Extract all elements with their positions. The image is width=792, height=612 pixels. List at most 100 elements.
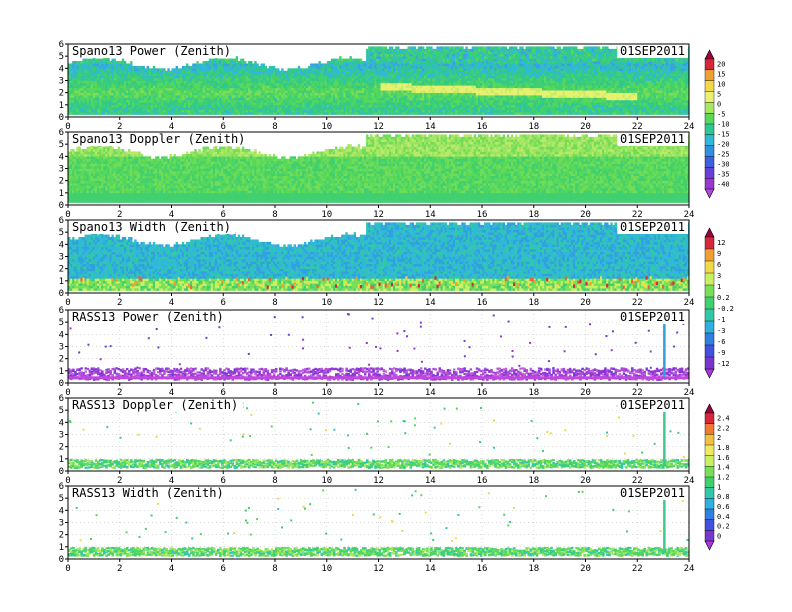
- heat-cell: [465, 82, 468, 86]
- heat-cell: [403, 68, 406, 72]
- heat-cell: [428, 82, 431, 86]
- heat-cell: [258, 90, 261, 93]
- heat-cell: [397, 90, 400, 93]
- heat-cell: [266, 90, 270, 93]
- heat-cell: [115, 63, 118, 67]
- heat-cell: [121, 68, 125, 72]
- heat-cell: [301, 78, 305, 81]
- heat-cell: [318, 90, 321, 93]
- heat-cell: [293, 78, 296, 81]
- heat-cell: [438, 99, 441, 103]
- heat-cell: [494, 112, 497, 115]
- heat-cell: [212, 109, 216, 113]
- heat-cell: [70, 68, 73, 72]
- heat-cell: [84, 90, 87, 93]
- heat-cell: [359, 90, 363, 93]
- heat-cell: [165, 107, 168, 110]
- heat-cell: [368, 56, 371, 59]
- heat-cell: [289, 82, 292, 86]
- heat-cell: [243, 65, 247, 69]
- heat-cell: [399, 102, 402, 106]
- heat-cell: [310, 97, 313, 101]
- heat-cell: [254, 73, 257, 76]
- heat-cell: [390, 107, 394, 110]
- heat-cell: [428, 97, 431, 101]
- heat-cell: [349, 73, 352, 76]
- heat-cell: [436, 109, 439, 113]
- heat-cell: [506, 109, 510, 113]
- heat-cell: [239, 70, 243, 74]
- heat-cell: [233, 78, 236, 81]
- heat-cell: [508, 85, 512, 89]
- heat-cell: [386, 90, 390, 93]
- heat-cell: [390, 75, 394, 79]
- heat-cell: [496, 112, 499, 115]
- heat-cell: [312, 80, 315, 84]
- heat-cell: [167, 97, 170, 101]
- heat-cell: [366, 109, 369, 113]
- heat-cell: [78, 99, 81, 103]
- heat-cell: [364, 75, 367, 79]
- heat-cell: [453, 61, 456, 64]
- heat-cell: [368, 46, 371, 50]
- heat-cell: [90, 65, 94, 69]
- heat-cell: [397, 87, 400, 91]
- heat-cell: [467, 107, 470, 110]
- heat-cell: [123, 104, 127, 108]
- heat-cell: [142, 109, 145, 113]
- heat-cell: [361, 97, 365, 101]
- heat-cell: [392, 99, 396, 103]
- heat-cell: [351, 85, 354, 89]
- heat-cell: [227, 112, 230, 115]
- heat-cell: [326, 112, 330, 115]
- heat-cell: [165, 82, 168, 86]
- heat-cell: [364, 90, 367, 93]
- heat-cell: [175, 82, 179, 86]
- heat-cell: [150, 75, 154, 79]
- heat-cell: [121, 82, 125, 86]
- heat-cell: [105, 70, 108, 74]
- heat-cell: [386, 56, 390, 59]
- heat-cell: [239, 61, 243, 64]
- heat-cell: [235, 85, 239, 89]
- heat-cell: [355, 61, 359, 64]
- heat-cell: [202, 65, 205, 69]
- heat-cell: [461, 63, 464, 67]
- heat-cell: [312, 104, 315, 108]
- heat-cell: [486, 99, 489, 103]
- heat-cell: [328, 95, 332, 98]
- heat-cell: [128, 82, 131, 86]
- heat-cell: [407, 104, 410, 108]
- heat-cell: [272, 87, 276, 91]
- heat-cell: [469, 109, 472, 113]
- heat-cell: [397, 82, 400, 86]
- heat-cell: [231, 97, 234, 101]
- heat-cell: [415, 102, 419, 106]
- heat-cell: [436, 53, 439, 57]
- heat-cell: [465, 70, 468, 74]
- heat-cell: [167, 82, 170, 86]
- heat-cell: [343, 75, 346, 79]
- heat-cell: [463, 95, 466, 98]
- heat-cell: [212, 70, 216, 74]
- heat-cell: [165, 70, 168, 74]
- heat-cell: [198, 63, 201, 67]
- heat-cell: [115, 92, 118, 96]
- heat-cell: [382, 109, 386, 113]
- heat-cell: [314, 95, 317, 98]
- heat-cell: [192, 80, 195, 84]
- heat-cell: [401, 58, 404, 62]
- heat-cell: [163, 104, 166, 108]
- heat-cell: [154, 112, 158, 115]
- heat-cell: [494, 109, 497, 113]
- heat-cell: [401, 87, 404, 91]
- heat-cell: [314, 75, 317, 79]
- heat-cell: [498, 90, 501, 93]
- heat-cell: [142, 70, 145, 74]
- heat-cell: [88, 104, 92, 108]
- heat-cell: [88, 102, 92, 106]
- heat-cell: [239, 92, 243, 96]
- heat-cell: [392, 80, 396, 84]
- heat-cell: [368, 61, 371, 64]
- heat-cell: [252, 109, 255, 113]
